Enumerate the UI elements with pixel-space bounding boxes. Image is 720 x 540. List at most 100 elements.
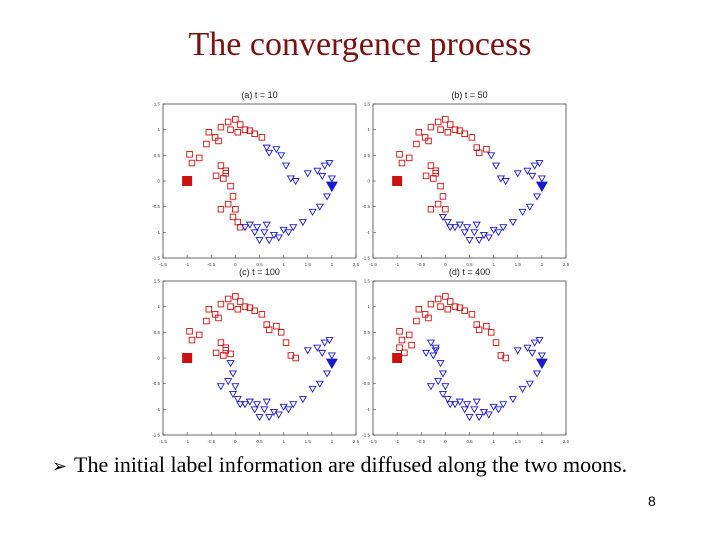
blue-triangle-point [441, 383, 450, 391]
arrow-bullet-icon: ➢ [52, 456, 68, 477]
y-tick-label: -1 [366, 407, 370, 412]
x-tick-label: 1.5 [305, 262, 312, 267]
panel-title: (a) t = 10 [241, 90, 277, 100]
red-square-point [195, 331, 203, 339]
red-square-point [446, 298, 454, 305]
blue-triangle-point [523, 167, 532, 175]
red-square-point [415, 305, 423, 313]
x-tick-label: -0.5 [207, 439, 215, 444]
red-square-point [234, 218, 242, 226]
red-square-point [227, 126, 234, 133]
x-tick-label: 0.5 [466, 439, 473, 444]
blue-triangle-point [525, 203, 534, 211]
red-square-point [442, 116, 449, 123]
blue-triangle-point [322, 370, 332, 378]
red-square-point [188, 159, 196, 167]
x-tick-label: 2.5 [563, 439, 570, 444]
y-tick-label: 1 [367, 127, 370, 132]
blue-triangle-point [284, 229, 293, 237]
x-tick-label: 0 [234, 439, 237, 444]
blue-triangle-point [446, 401, 455, 409]
y-tick-label: -1 [156, 230, 160, 235]
red-square-point [425, 137, 432, 145]
blue-triangle-point [508, 219, 518, 227]
blue-triangle-point [460, 229, 469, 237]
labeled-red-point [182, 176, 193, 186]
blue-triangle-point [535, 160, 544, 168]
labeled-blue-point [325, 181, 338, 193]
x-tick-label: -1 [185, 439, 189, 444]
blue-triangle-point [508, 396, 518, 404]
red-square-point [212, 349, 220, 357]
blue-triangle-point [240, 401, 250, 409]
red-square-point [427, 162, 435, 169]
blue-triangle-point [421, 349, 431, 357]
blue-triangle-point [262, 398, 271, 406]
blue-triangle-point [313, 167, 322, 175]
red-square-point [487, 329, 495, 336]
red-square-point [227, 303, 234, 310]
red-square-point [432, 170, 439, 177]
blue-triangle-point [216, 383, 225, 391]
blue-triangle-point [470, 406, 479, 414]
y-tick-label: 0.5 [364, 330, 371, 335]
x-tick-label: 1 [282, 262, 285, 267]
y-tick-label: 1 [157, 127, 160, 132]
blue-triangle-point [298, 396, 308, 404]
red-square-point [483, 322, 490, 330]
red-square-point [224, 200, 232, 208]
red-square-point [241, 126, 249, 133]
y-tick-label: -0.5 [362, 204, 370, 209]
y-tick-label: 0 [367, 179, 370, 184]
blue-triangle-point [265, 149, 274, 157]
red-square-point [205, 128, 213, 136]
x-tick-label: 2 [541, 262, 544, 267]
red-square-point [186, 151, 193, 158]
red-square-point [427, 205, 435, 213]
red-square-point [437, 126, 444, 133]
y-tick-label: 0.5 [364, 153, 371, 158]
blue-triangle-point [438, 213, 448, 222]
blue-triangle-point [523, 344, 532, 352]
x-tick-label: 0.5 [466, 262, 473, 267]
blue-triangle-point [228, 390, 238, 399]
blue-triangle-point [513, 347, 522, 355]
blue-triangle-point [532, 193, 542, 201]
blue-triangle-point [327, 352, 336, 360]
red-square-point [258, 311, 266, 318]
red-square-point [232, 116, 239, 123]
blue-triangle-point [240, 224, 250, 232]
red-square-point [277, 329, 285, 336]
blue-triangle-point [253, 401, 262, 409]
x-tick-label: -1.5 [159, 439, 167, 444]
y-tick-label: -0.5 [362, 381, 370, 386]
blue-triangle-point [460, 406, 469, 414]
panel-title: (c) t = 100 [239, 267, 280, 277]
blue-triangle-point [472, 398, 481, 406]
blue-triangle-point [443, 219, 452, 227]
blue-triangle-point [308, 385, 317, 393]
red-square-point [217, 300, 225, 308]
red-square-point [437, 303, 444, 310]
y-tick-label: 1 [157, 304, 160, 309]
red-square-point [415, 128, 423, 136]
red-square-point [232, 293, 239, 300]
blue-triangle-point [431, 347, 440, 355]
blue-triangle-point [318, 349, 327, 357]
x-tick-label: 0.5 [256, 439, 263, 444]
y-tick-label: -0.5 [152, 204, 160, 209]
blue-triangle-point [274, 234, 283, 242]
y-tick-label: -1.5 [362, 256, 370, 261]
blue-triangle-point [253, 224, 262, 232]
red-square-point [212, 172, 220, 180]
red-square-point [468, 134, 476, 141]
red-square-point [434, 200, 442, 208]
red-square-point [434, 118, 442, 126]
x-tick-label: 0.5 [256, 262, 263, 267]
red-square-point [203, 317, 210, 325]
red-square-point [211, 311, 219, 318]
blue-triangle-point [491, 162, 501, 170]
slide-title: The convergence process [188, 26, 532, 63]
blue-triangle-point [272, 146, 281, 154]
